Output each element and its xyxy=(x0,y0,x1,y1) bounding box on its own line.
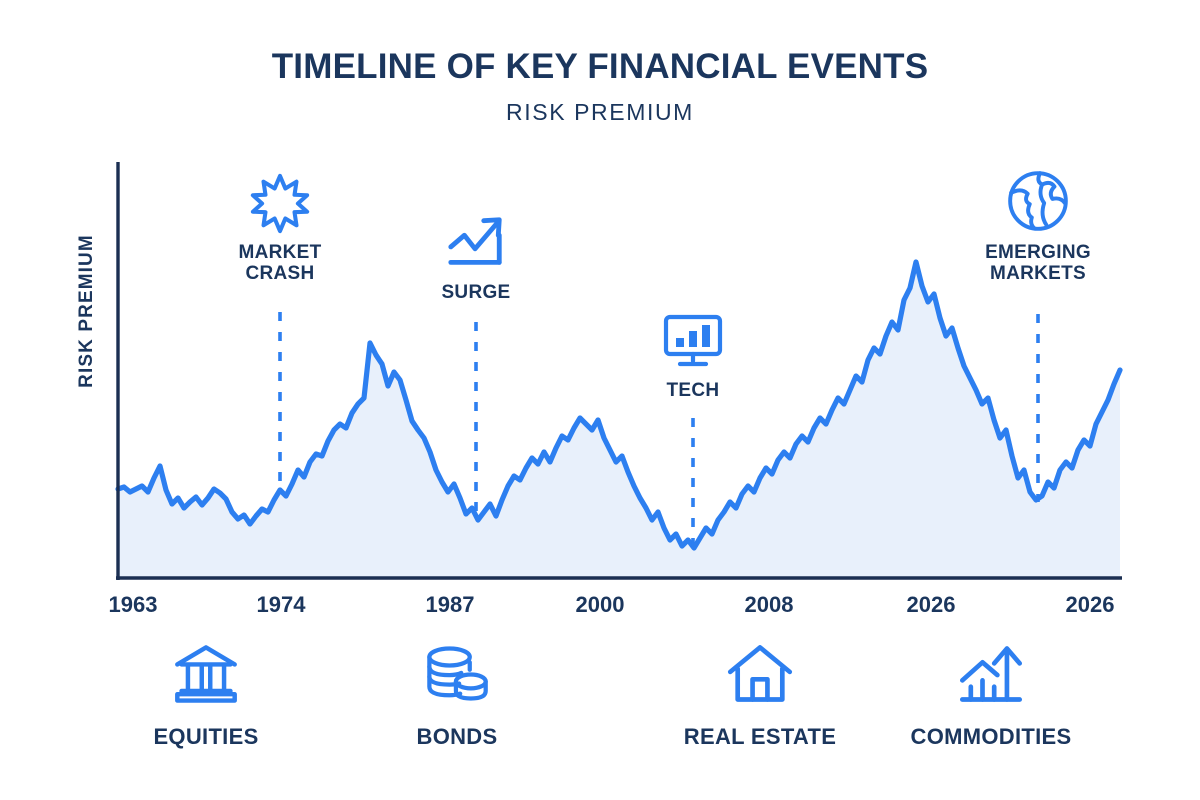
event-label: SURGE xyxy=(441,282,511,303)
trending-up-icon xyxy=(381,212,571,274)
event-label: TECH xyxy=(666,380,720,401)
x-axis-tick-labels: 1963 1974 1987 2000 2008 2026 2026 xyxy=(0,592,1200,622)
header: TIMELINE OF KEY FINANCIAL EVENTS RISK PR… xyxy=(0,47,1200,126)
event-annotation[interactable]: TECH xyxy=(598,308,788,401)
page-title: TIMELINE OF KEY FINANCIAL EVENTS xyxy=(271,47,929,86)
bank-icon xyxy=(86,640,326,712)
x-axis-tick-label: 2000 xyxy=(575,592,625,617)
series-line xyxy=(115,259,1123,551)
legend-label: COMMODITIES xyxy=(910,724,1072,749)
globe-icon xyxy=(943,168,1133,234)
legend-item[interactable]: BONDS xyxy=(337,640,577,750)
x-axis-tick-label: 2026 xyxy=(906,592,956,617)
coins-icon xyxy=(337,640,577,712)
legend-label: REAL ESTATE xyxy=(683,724,837,749)
legend-item[interactable]: EQUITIES xyxy=(86,640,326,750)
legend-label: BONDS xyxy=(416,724,498,749)
x-axis-tick-label: 2008 xyxy=(744,592,794,617)
x-axis-tick-label: 1987 xyxy=(425,592,475,617)
page-subtitle: RISK PREMIUM xyxy=(506,98,694,125)
x-axis-tick-label: 1974 xyxy=(256,592,306,617)
event-label: MARKET CRASH xyxy=(238,242,322,285)
event-annotation[interactable]: SURGE xyxy=(381,212,571,303)
event-marker-lines xyxy=(278,312,1040,548)
house-icon xyxy=(640,640,880,712)
event-label: EMERGING MARKETS xyxy=(985,242,1091,285)
bar-growth-icon xyxy=(871,640,1111,712)
legend-label: EQUITIES xyxy=(153,724,259,749)
burst-icon xyxy=(185,172,375,234)
y-axis-title: RISK PREMIUM xyxy=(76,234,97,388)
legend-item[interactable]: REAL ESTATE xyxy=(640,640,880,750)
x-axis-tick-label: 1963 xyxy=(108,592,158,617)
series-area-fill xyxy=(118,262,1120,578)
asset-class-legend: EQUITIES BONDS REAL ESTATE COMMODITIES xyxy=(0,640,1200,770)
event-annotation[interactable]: EMERGING MARKETS xyxy=(943,168,1133,285)
legend-item[interactable]: COMMODITIES xyxy=(871,640,1111,750)
x-axis-tick-label: 2026 xyxy=(1065,592,1115,617)
monitor-chart-icon xyxy=(598,308,788,372)
event-annotation[interactable]: MARKET CRASH xyxy=(185,172,375,285)
